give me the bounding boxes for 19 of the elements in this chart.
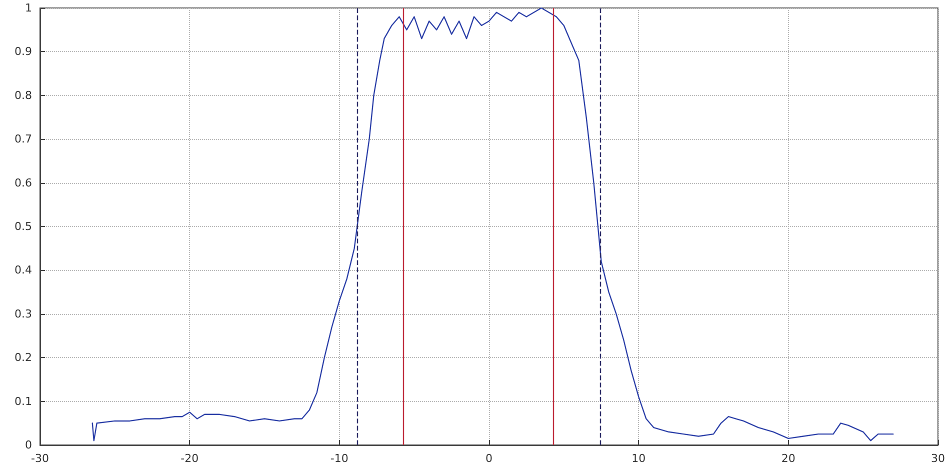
y-tick-label: 0.9 [14, 45, 32, 58]
y-tick-label: 0.6 [14, 176, 32, 190]
line-series [92, 7, 894, 442]
y-tick-label: 0.5 [14, 220, 32, 233]
y-tick-label: 0.2 [14, 351, 32, 364]
x-tick-label: 20 [781, 452, 796, 465]
x-tick-label: -10 [330, 452, 348, 465]
y-tick-label: 0.8 [14, 88, 32, 102]
y-tick-label: 0 [25, 438, 32, 452]
y-tick-label: 1 [25, 2, 32, 14]
x-tick-label: 30 [931, 452, 945, 465]
x-tick-label: 0 [486, 452, 492, 465]
x-tick-label: -30 [31, 452, 49, 465]
y-tick-label: 0.3 [14, 307, 32, 320]
x-tick-label: -20 [180, 452, 199, 465]
y-tick-label: 0.7 [14, 132, 32, 146]
x-tick-label: 10 [632, 452, 646, 465]
y-tick-label: 0.1 [14, 394, 32, 408]
y-tick-label: 0.4 [14, 264, 32, 277]
